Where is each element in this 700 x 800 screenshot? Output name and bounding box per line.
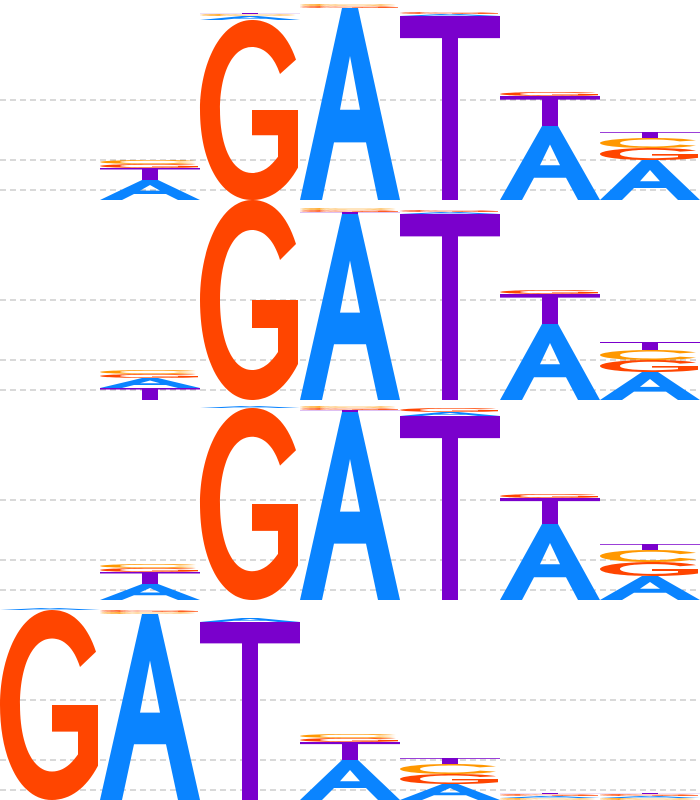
letter-T-row3-pos6 (500, 498, 600, 524)
letter-T-row2-pos6 (500, 294, 600, 324)
letter-T-row3-pos4 (300, 410, 400, 412)
letters-layer (0, 4, 700, 800)
letter-C-row3-pos4 (300, 406, 396, 408)
letter-T-row2-pos7 (600, 342, 700, 350)
letter-G-row1-pos4 (300, 6, 398, 8)
letter-G-row1-pos7 (600, 148, 698, 160)
letter-G-row1-pos3 (200, 20, 298, 200)
letter-A-row1-pos3 (200, 16, 300, 20)
letter-T-row3-pos7 (600, 544, 700, 550)
letter-T-row3-pos2 (100, 572, 200, 584)
letter-A-row2-pos7 (600, 372, 700, 400)
letter-G-row4-pos5 (400, 774, 498, 784)
letter-C-row1-pos7 (600, 138, 696, 148)
letter-A-row4-pos1 (0, 608, 100, 610)
letter-G-row2-pos4 (300, 210, 398, 212)
letter-A-row2-pos6 (500, 324, 600, 400)
letter-G-row2-pos7 (600, 360, 698, 372)
letter-A-row3-pos4 (300, 412, 400, 600)
letter-G-row1-pos2 (100, 164, 198, 168)
letter-C-row3-pos2 (100, 564, 196, 568)
letter-A-row3-pos7 (600, 576, 700, 600)
letter-T-row4-pos3 (200, 622, 300, 800)
letter-G-row2-pos3 (200, 200, 298, 400)
letter-A-row4-pos3 (200, 618, 300, 622)
letter-A-row3-pos6 (500, 524, 600, 600)
letter-C-row1-pos2 (100, 160, 196, 164)
letter-A-row4-pos2 (100, 614, 200, 800)
letter-G-row4-pos2 (100, 610, 198, 612)
letter-C-row1-pos4 (300, 4, 396, 6)
letter-T-row4-pos6 (500, 793, 600, 794)
letter-G-row3-pos2 (100, 568, 198, 572)
letter-A-row2-pos2 (100, 378, 200, 388)
letter-C-row4-pos2 (100, 612, 196, 614)
letter-G-row3-pos4 (300, 408, 398, 410)
letter-C-row2-pos7 (600, 350, 696, 360)
letter-G-row4-pos4 (300, 738, 398, 742)
letter-C-row4-pos5 (400, 764, 496, 774)
letter-G-row4-pos7 (600, 794, 698, 796)
letter-T-row1-pos7 (600, 132, 700, 138)
letter-T-row4-pos5 (400, 758, 500, 764)
letter-G-row2-pos6 (500, 290, 598, 294)
letter-A-row2-pos5 (400, 212, 500, 214)
letter-A-row4-pos6 (500, 796, 600, 798)
letter-A-row3-pos2 (100, 584, 200, 600)
letter-G-row1-pos6 (500, 92, 598, 96)
letter-C-row4-pos4 (300, 734, 396, 738)
letter-G-row4-pos6 (500, 794, 598, 796)
letter-A-row4-pos5 (400, 784, 500, 800)
letter-A-row4-pos4 (300, 760, 400, 800)
letter-T-row1-pos5 (400, 16, 500, 200)
letter-C-row2-pos4 (300, 208, 396, 210)
letter-C-row2-pos2 (100, 370, 196, 374)
letter-A-row1-pos7 (600, 160, 700, 200)
letter-A-row2-pos4 (300, 214, 400, 400)
letter-C-row1-pos3 (200, 14, 296, 16)
letter-G-row2-pos2 (100, 374, 198, 378)
letter-G-row2-pos5 (400, 210, 498, 212)
letter-T-row1-pos3 (200, 13, 300, 14)
letter-G-row1-pos5 (400, 12, 498, 14)
letter-C-row3-pos7 (600, 550, 696, 562)
letter-T-row2-pos5 (400, 214, 500, 400)
letter-A-row1-pos5 (400, 14, 500, 16)
letter-G-row3-pos6 (500, 494, 598, 498)
letter-T-row4-pos7 (600, 793, 700, 794)
letter-A-row1-pos4 (300, 8, 400, 200)
letter-A-row3-pos5 (400, 412, 500, 416)
letter-T-row1-pos2 (100, 168, 200, 180)
letter-A-row4-pos7 (600, 796, 700, 798)
letter-A-row3-pos3 (200, 406, 300, 408)
letter-G-row4-pos1 (0, 610, 98, 800)
letter-T-row4-pos4 (300, 742, 400, 760)
letter-A-row1-pos6 (500, 126, 600, 200)
letter-T-row3-pos5 (400, 416, 500, 600)
letter-G-row3-pos3 (200, 408, 298, 600)
letter-G-row3-pos5 (400, 408, 498, 412)
letter-T-row2-pos4 (300, 212, 400, 214)
letter-G-row3-pos7 (600, 562, 698, 576)
